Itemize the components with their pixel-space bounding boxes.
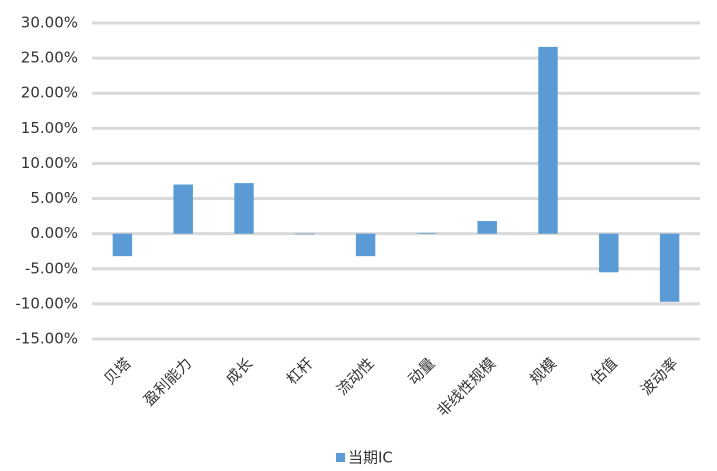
- bar: [538, 46, 558, 234]
- x-tick-label: 波动率: [637, 354, 682, 399]
- bar: [416, 232, 437, 234]
- x-tick-label: 估值: [587, 354, 621, 388]
- y-tick-label: -5.00%: [25, 259, 78, 277]
- y-tick-label: 10.00%: [21, 154, 78, 172]
- y-tick-label: 30.00%: [21, 14, 78, 32]
- y-tick-label: 20.00%: [21, 84, 78, 102]
- bar: [477, 221, 497, 234]
- x-tick-label: 盈利能力: [140, 354, 195, 409]
- y-tick-label: 0.00%: [30, 224, 78, 242]
- bar: [173, 184, 193, 234]
- y-tick-label: -15.00%: [15, 330, 78, 348]
- bar: [599, 233, 619, 273]
- y-tick-label: -10.00%: [15, 294, 78, 312]
- bar: [112, 233, 133, 257]
- bar: [659, 233, 680, 302]
- bar: [234, 183, 254, 234]
- x-tick-label: 贝塔: [100, 354, 134, 388]
- x-tick-label: 成长: [222, 354, 256, 388]
- x-tick-label: 非线性规模: [433, 354, 499, 420]
- legend-swatch: [336, 453, 345, 462]
- x-tick-label: 规模: [526, 354, 560, 388]
- bar: [355, 233, 376, 257]
- x-tick-label: 杠杆: [283, 354, 317, 388]
- bar: [295, 233, 315, 235]
- legend-label: 当期IC: [348, 449, 393, 467]
- y-tick-label: 25.00%: [21, 49, 78, 67]
- y-tick-label: 15.00%: [21, 119, 78, 137]
- x-tick-label: 流动性: [333, 354, 378, 399]
- y-tick-label: 5.00%: [30, 189, 78, 207]
- x-tick-label: 动量: [404, 354, 438, 388]
